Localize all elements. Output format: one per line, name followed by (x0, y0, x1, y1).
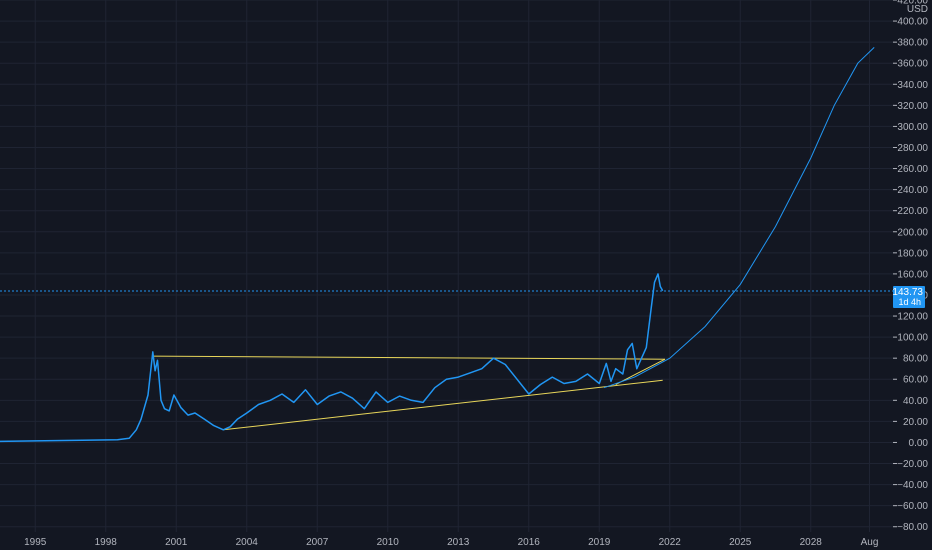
x-tick-label: 2016 (518, 537, 541, 548)
trendline-1 (152, 355, 666, 360)
y-tick-label: 400.00 (897, 17, 928, 28)
y-tick-label: −60.00 (897, 501, 928, 512)
x-tick-label: 2028 (800, 537, 823, 548)
y-tick-label: 80.00 (903, 354, 928, 365)
current-price-badge: 143.73 1d 4h (892, 286, 925, 309)
y-tick-label: 320.00 (897, 101, 928, 112)
x-tick-label: 2013 (447, 537, 470, 548)
y-tick-label: 360.00 (897, 59, 928, 70)
x-tick-label: Aug (861, 537, 879, 548)
grid (0, 0, 893, 532)
x-tick-label: 2004 (236, 537, 259, 548)
y-tick-label: 40.00 (903, 396, 928, 407)
projection-curve (603, 47, 875, 389)
y-tick-label: 240.00 (897, 185, 928, 196)
y-tick-label: 260.00 (897, 164, 928, 175)
y-tick-label: 160.00 (897, 269, 928, 280)
x-tick-label: 1998 (95, 537, 118, 548)
x-tick-label: 2019 (588, 537, 611, 548)
y-tick-label: −20.00 (897, 459, 928, 470)
y-tick-label: −40.00 (897, 480, 928, 491)
x-tick-label: 2001 (165, 537, 188, 548)
y-tick-label: 100.00 (897, 333, 928, 344)
price-series-line (0, 273, 664, 443)
trendlines (152, 355, 666, 431)
x-tick-label: 2022 (659, 537, 682, 548)
y-tick-label: 340.00 (897, 80, 928, 91)
x-tick-label: 2007 (306, 537, 329, 548)
series (0, 47, 875, 443)
y-tick-label: 420.00 (897, 0, 928, 7)
y-tick-label: 120.00 (897, 312, 928, 323)
y-tick-label: 180.00 (897, 248, 928, 259)
price-badge-bg (893, 286, 925, 309)
x-tick-label: 1995 (24, 537, 47, 548)
currency-label: USD (907, 4, 928, 15)
price-badge-value: 143.73 (892, 287, 923, 298)
y-tick-label: 380.00 (897, 38, 928, 49)
y-tick-label: −80.00 (897, 522, 928, 533)
y-tick-label: 200.00 (897, 227, 928, 238)
trendline-2 (223, 379, 663, 431)
y-tick-label: 220.00 (897, 206, 928, 217)
y-tick-label: 280.00 (897, 143, 928, 154)
price-badge-countdown: 1d 4h (898, 297, 921, 307)
y-tick-label: 0.00 (909, 438, 929, 449)
x-tick-label: 2010 (377, 537, 400, 548)
y-tick-label: 20.00 (903, 417, 928, 428)
y-tick-label: 60.00 (903, 375, 928, 386)
x-axis[interactable]: 1995 1998 2001 2004 2007 2010 2013 2016 2019 2022… (0, 532, 893, 550)
y-axis[interactable]: USD −80.00 −60.00 −40.00 −20.00 0.00 20.00 40.… (893, 0, 932, 550)
x-tick-label: 2025 (729, 537, 752, 548)
y-tick-label: 300.00 (897, 122, 928, 133)
